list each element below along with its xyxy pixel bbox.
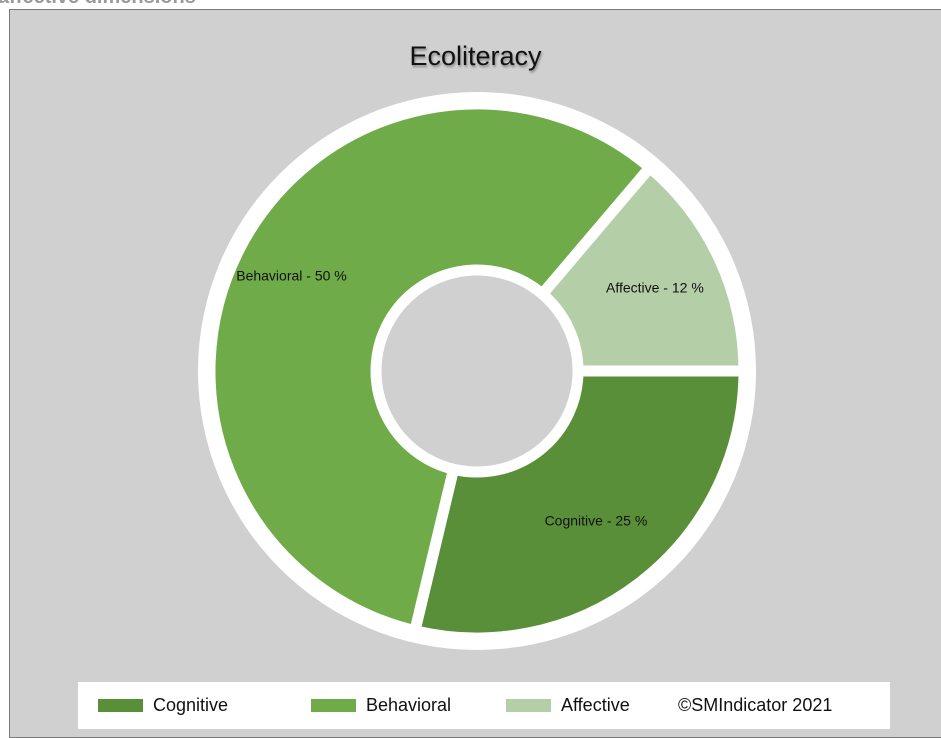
legend-label-affective: Affective	[561, 695, 630, 715]
donut-chart: Cognitive - 25 % Behavioral - 50 % Affecti…	[198, 92, 756, 650]
legend-copyright: ©SMIndicator 2021	[678, 695, 833, 715]
legend-swatch-cognitive	[98, 699, 143, 712]
donut-slice-affective	[534, 159, 750, 377]
data-label-affective: Affective - 12 %	[606, 279, 704, 295]
legend-label-cognitive: Cognitive	[153, 695, 229, 715]
legend-swatch-affective	[506, 699, 551, 712]
donut-slice-cognitive	[408, 365, 750, 644]
legend-label-behavioral: Behavioral	[366, 695, 452, 715]
data-label-cognitive: Cognitive - 25 %	[545, 512, 648, 528]
chart-title: Ecoliteracy	[409, 41, 542, 71]
legend: Cognitive Behavioral Affective ©SMIndica…	[78, 682, 890, 729]
chart-frame: Ecoliteracy Cognitive - 25 % Behavioral -…	[9, 9, 941, 738]
donut-slice-behavioral	[204, 98, 658, 638]
data-label-behavioral: Behavioral - 50 %	[236, 268, 347, 284]
donut-hole	[381, 275, 573, 467]
page-heading: affective dimensions	[0, 0, 196, 9]
legend-swatch-behavioral	[311, 699, 356, 712]
